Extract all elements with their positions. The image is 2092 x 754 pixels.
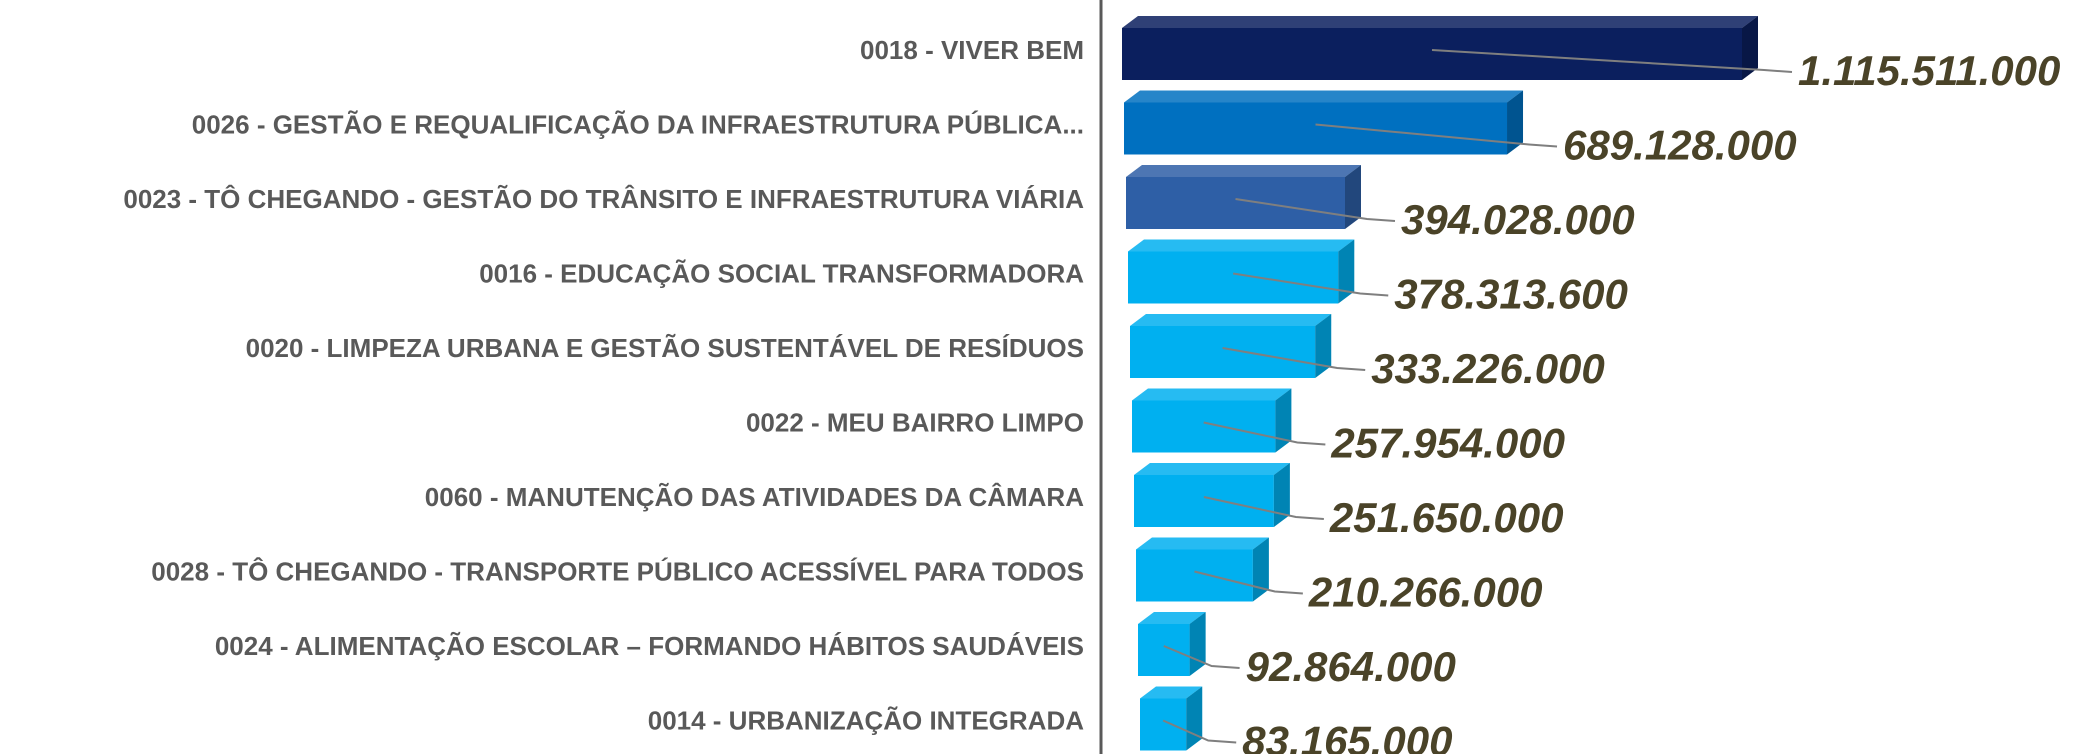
leader-line (1163, 645, 1240, 669)
leader-line (1232, 272, 1389, 297)
value-label: 83.165.000 (1242, 718, 1452, 754)
leader-line (1315, 123, 1558, 148)
bar (1140, 698, 1187, 751)
bar-side (1189, 612, 1206, 676)
bar-top-shade (1134, 463, 1290, 475)
value-label: 210.266.000 (1308, 569, 1543, 616)
value-label: 689.128.000 (1563, 122, 1797, 169)
bar-top (1130, 314, 1332, 326)
bar-top (1122, 16, 1758, 28)
bar (1132, 400, 1276, 453)
bar-side (1252, 537, 1269, 602)
value-label: 378.313.600 (1394, 271, 1628, 318)
bar-top (1126, 165, 1362, 177)
bar-side (1338, 239, 1355, 304)
bar-top-shade (1130, 314, 1332, 326)
bar-side-shade (1189, 612, 1206, 676)
category-label: 0014 - URBANIZAÇÃO INTEGRADA (648, 705, 1084, 735)
bar-side-shade (1338, 239, 1355, 304)
category-label: 0020 - LIMPEZA URBANA E GESTÃO SUSTENTÁV… (246, 333, 1084, 363)
bar (1134, 475, 1274, 527)
category-label: 0016 - EDUCAÇÃO SOCIAL TRANSFORMADORA (479, 258, 1084, 288)
bar (1126, 177, 1346, 229)
bar (1128, 251, 1339, 304)
bar-top-shade (1132, 388, 1292, 401)
bar-top-shade (1140, 686, 1203, 699)
leader-line (1431, 49, 1793, 73)
category-label: 0026 - GESTÃO E REQUALIFICAÇÃO DA INFRAE… (192, 109, 1084, 139)
value-label: 1.115.511.000 (1798, 47, 2060, 94)
category-label: 0023 - TÔ CHEGANDO - GESTÃO DO TRÂNSITO … (123, 184, 1084, 214)
leader-line (1162, 719, 1237, 744)
bar-top-shade (1122, 16, 1758, 28)
category-label: 0022 - MEU BAIRRO LIMPO (746, 407, 1084, 437)
bar-side-shade (1315, 314, 1332, 378)
bar-side (1275, 388, 1292, 453)
bar-side (1345, 165, 1362, 229)
leader-line (1194, 570, 1303, 595)
bar-top-shade (1138, 612, 1206, 624)
bar-top (1134, 463, 1290, 475)
bar-top-shade (1128, 239, 1355, 252)
value-label: 333.226.000 (1371, 345, 1605, 392)
bar-top (1124, 90, 1524, 103)
bar-side (1742, 16, 1758, 80)
bar-top (1132, 388, 1292, 401)
bar-top (1128, 239, 1355, 252)
category-label: 0024 - ALIMENTAÇÃO ESCOLAR – FORMANDO HÁ… (215, 631, 1084, 661)
value-label: 394.028.000 (1401, 196, 1635, 243)
bar-top (1140, 686, 1203, 699)
bar-side (1315, 314, 1332, 378)
bar (1136, 549, 1253, 602)
bar-top-shade (1136, 537, 1269, 550)
bar (1138, 624, 1190, 676)
bar (1130, 326, 1316, 378)
bar-side-shade (1275, 388, 1292, 453)
bar-side-shade (1186, 686, 1203, 751)
category-label: 0028 - TÔ CHEGANDO - TRANSPORTE PÚBLICO … (151, 556, 1084, 586)
leader-line (1203, 496, 1324, 520)
bar-side-shade (1742, 16, 1758, 80)
category-label: 0060 - MANUTENÇÃO DAS ATIVIDADES DA CÂMA… (425, 482, 1084, 512)
bar (1124, 102, 1508, 155)
value-label: 257.954.000 (1330, 420, 1565, 467)
bar-side-shade (1507, 90, 1524, 155)
bar-side-shade (1273, 463, 1290, 527)
bar-top-shade (1126, 165, 1362, 177)
bar-side (1273, 463, 1290, 527)
leader-line (1222, 347, 1366, 371)
bar-side-shade (1252, 537, 1269, 602)
value-label: 92.864.000 (1246, 643, 1456, 690)
bar-top-shade (1124, 90, 1524, 103)
bar-side (1186, 686, 1203, 751)
bar-side (1507, 90, 1524, 155)
bar-top (1136, 537, 1269, 550)
leader-line (1203, 421, 1326, 446)
value-label: 251.650.000 (1329, 494, 1564, 541)
category-label: 0018 - VIVER BEM (860, 35, 1084, 65)
bar (1122, 28, 1742, 80)
leader-line (1235, 198, 1396, 222)
bar-side-shade (1345, 165, 1362, 229)
bar-top (1138, 612, 1206, 624)
